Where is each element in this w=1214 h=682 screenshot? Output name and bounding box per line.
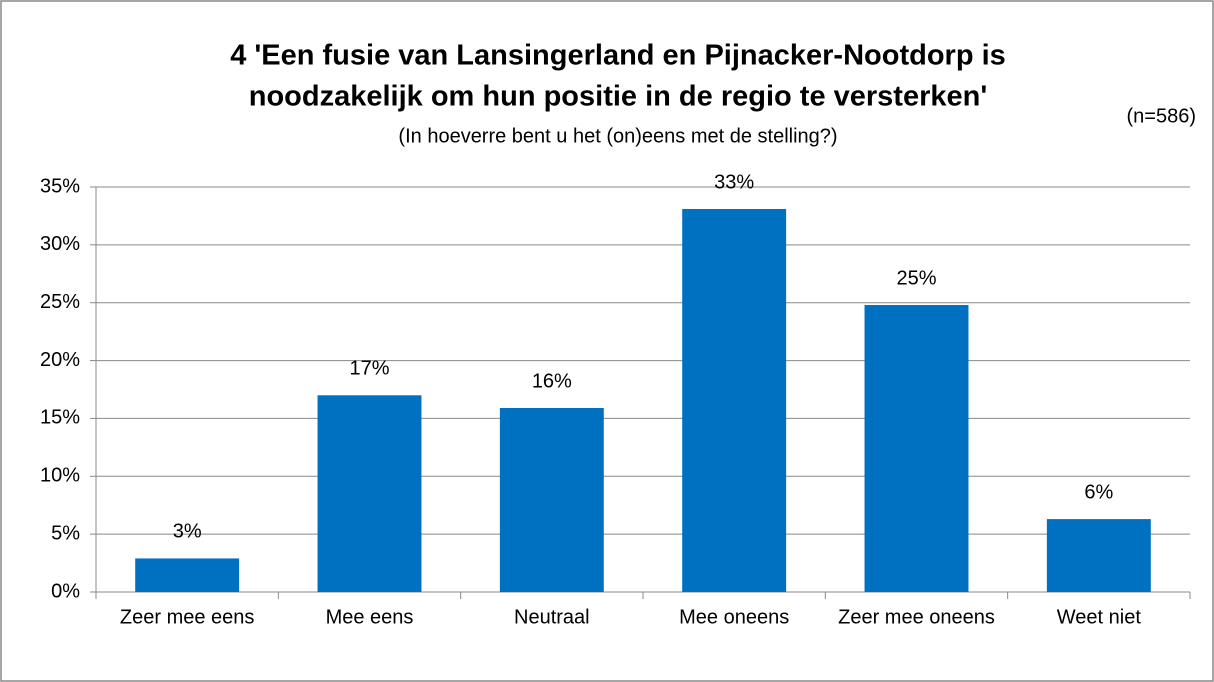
x-tick-label: Neutraal xyxy=(514,606,590,628)
x-tick-label: Zeer mee eens xyxy=(120,606,255,628)
data-label: 33% xyxy=(714,171,754,193)
data-label: 25% xyxy=(896,267,936,289)
data-label: 16% xyxy=(532,370,572,392)
bar xyxy=(135,558,240,592)
bar xyxy=(1046,519,1151,592)
bar xyxy=(682,208,787,592)
chart-title: noodzakelijk om hun positie in de regio … xyxy=(249,81,988,113)
data-label: 6% xyxy=(1084,481,1113,503)
bar xyxy=(864,305,969,592)
x-tick-label: Mee eens xyxy=(326,606,414,628)
chart-title: 4 'Een fusie van Lansingerland en Pijnac… xyxy=(230,40,1006,72)
y-tick-label: 0% xyxy=(51,580,80,602)
x-tick-label: Weet niet xyxy=(1057,606,1142,628)
bar xyxy=(317,395,422,592)
y-tick-label: 15% xyxy=(40,407,80,429)
y-tick-label: 30% xyxy=(40,233,80,255)
y-tick-label: 5% xyxy=(51,522,80,544)
y-tick-label: 10% xyxy=(40,465,80,487)
bar xyxy=(499,408,604,592)
y-tick-label: 35% xyxy=(40,175,80,197)
x-tick-label: Mee oneens xyxy=(679,606,789,628)
chart-subtitle: (In hoeverre bent u het (on)eens met de … xyxy=(398,125,837,147)
y-tick-label: 25% xyxy=(40,291,80,313)
x-tick-label: Zeer mee oneens xyxy=(838,606,995,628)
annotation: (n=586) xyxy=(1127,105,1197,127)
data-label: 17% xyxy=(349,358,389,380)
y-tick-label: 20% xyxy=(40,349,80,371)
data-label: 3% xyxy=(173,521,202,543)
